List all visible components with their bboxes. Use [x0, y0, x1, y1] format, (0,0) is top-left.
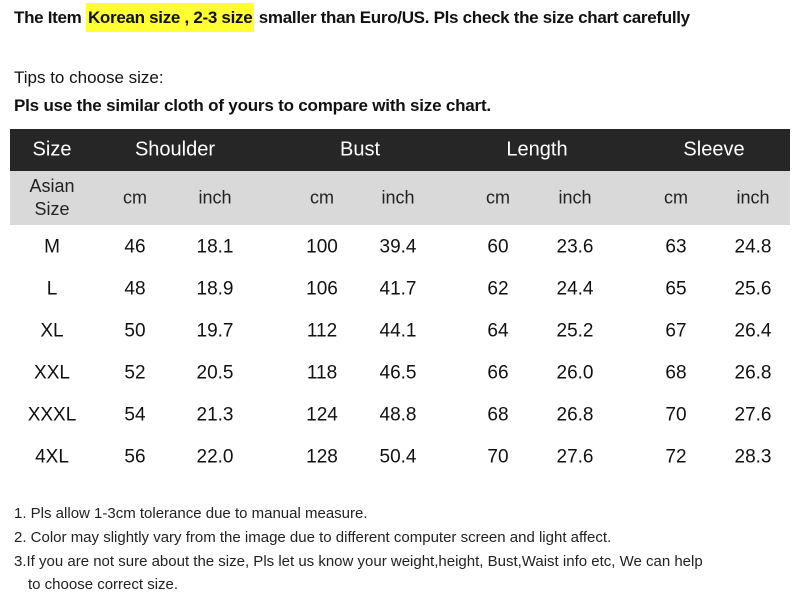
table-subheader: Asian Size cm inch cm inch cm inch cm inch — [10, 171, 790, 225]
notice-title: The Item Korean size , 2-3 size smaller … — [14, 3, 690, 32]
measurement-cell: 65 — [665, 278, 687, 300]
measurement-cell: 23.6 — [556, 236, 594, 258]
measurement-cell: 56 — [124, 446, 146, 468]
measurement-cell: 26.8 — [734, 362, 772, 384]
measurement-cell: 24.4 — [556, 278, 594, 300]
note-item: 2. Color may slightly vary from the imag… — [14, 529, 612, 546]
measurement-cell: 26.4 — [734, 320, 772, 342]
measurement-cell: 50 — [124, 320, 146, 342]
subheader-cell: cm — [123, 187, 147, 208]
size-label: 4XL — [35, 446, 69, 468]
measurement-cell: 20.5 — [196, 362, 234, 384]
measurement-cell: 68 — [487, 404, 509, 426]
measurement-cell: 64 — [487, 320, 509, 342]
measurement-cell: 70 — [487, 446, 509, 468]
measurement-cell: 48.8 — [379, 404, 417, 426]
measurement-cell: 18.9 — [196, 278, 234, 300]
subheader-cell: cm — [664, 187, 688, 208]
measurement-cell: 26.0 — [556, 362, 594, 384]
measurement-cell: 52 — [124, 362, 146, 384]
subheader-cell: cm — [486, 187, 510, 208]
measurement-cell: 28.3 — [734, 446, 772, 468]
subheader-cell: Asian Size — [29, 176, 75, 219]
table-row: M 46 18.1 100 39.4 60 23.6 63 24.8 — [10, 226, 790, 268]
measurement-cell: 41.7 — [379, 278, 417, 300]
note-item: to choose correct size. — [28, 576, 179, 593]
table-row: XXXL 54 21.3 124 48.8 68 26.8 70 27.6 — [10, 394, 790, 436]
measurement-cell: 68 — [665, 362, 687, 384]
note-item: 1. Pls allow 1-3cm tolerance due to manu… — [14, 505, 368, 522]
measurement-cell: 50.4 — [379, 446, 417, 468]
title-highlight: Korean size , 2-3 size — [85, 3, 255, 32]
size-label: XXL — [34, 362, 70, 384]
size-label: XL — [40, 320, 64, 342]
measurement-cell: 106 — [306, 278, 338, 300]
table-row: XL 50 19.7 112 44.1 64 25.2 67 26.4 — [10, 310, 790, 352]
measurement-cell: 100 — [306, 236, 338, 258]
header-length: Length — [506, 138, 568, 161]
measurement-cell: 26.8 — [556, 404, 594, 426]
measurement-cell: 46 — [124, 236, 146, 258]
table-row: L 48 18.9 106 41.7 62 24.4 65 25.6 — [10, 268, 790, 310]
measurement-cell: 62 — [487, 278, 509, 300]
measurement-cell: 112 — [306, 320, 338, 342]
subheader-cell: inch — [558, 187, 592, 208]
measurement-cell: 54 — [124, 404, 146, 426]
measurement-cell: 27.6 — [734, 404, 772, 426]
table-header: Size Shoulder Bust Length Sleeve — [10, 129, 790, 171]
table-row: XXL 52 20.5 118 46.5 66 26.0 68 26.8 — [10, 352, 790, 394]
size-label: L — [46, 278, 58, 300]
size-label: XXXL — [27, 404, 77, 426]
measurement-cell: 128 — [306, 446, 338, 468]
size-chart-table: Size Shoulder Bust Length Sleeve Asian Size c… — [10, 129, 790, 480]
measurement-cell: 118 — [306, 362, 338, 384]
measurement-cell: 25.2 — [556, 320, 594, 342]
subheader-cell: cm — [310, 187, 334, 208]
measurement-cell: 19.7 — [196, 320, 234, 342]
title-prefix: The Item — [14, 8, 86, 27]
subheader-cell: inch — [198, 187, 232, 208]
measurement-cell: 18.1 — [196, 236, 234, 258]
measurement-cell: 22.0 — [196, 446, 234, 468]
measurement-cell: 21.3 — [196, 404, 234, 426]
tips-advice: Pls use the similar cloth of yours to co… — [14, 96, 491, 115]
measurement-cell: 24.8 — [734, 236, 772, 258]
note-item: 3.If you are not sure about the size, Pl… — [14, 553, 703, 570]
measurement-cell: 46.5 — [379, 362, 417, 384]
measurement-cell: 25.6 — [734, 278, 772, 300]
measurement-cell: 67 — [665, 320, 687, 342]
measurement-cell: 44.1 — [379, 320, 417, 342]
measurement-cell: 63 — [665, 236, 687, 258]
measurement-cell: 48 — [124, 278, 146, 300]
header-size: Size — [32, 138, 72, 161]
title-suffix: smaller than Euro/US. Pls check the size… — [254, 8, 690, 27]
measurement-cell: 72 — [665, 446, 687, 468]
size-label: M — [44, 236, 60, 258]
measurement-cell: 60 — [487, 236, 509, 258]
subheader-cell: inch — [381, 187, 415, 208]
measurement-cell: 27.6 — [556, 446, 594, 468]
subheader-cell: inch — [736, 187, 770, 208]
table-row: 4XL 56 22.0 128 50.4 70 27.6 72 28.3 — [10, 436, 790, 478]
measurement-cell: 66 — [487, 362, 509, 384]
measurement-cell: 70 — [665, 404, 687, 426]
measurement-cell: 124 — [306, 404, 338, 426]
tips-heading: Tips to choose size: — [14, 68, 164, 87]
header-sleeve: Sleeve — [683, 138, 745, 161]
header-bust: Bust — [339, 138, 381, 161]
measurement-cell: 39.4 — [379, 236, 417, 258]
header-shoulder: Shoulder — [134, 138, 216, 161]
